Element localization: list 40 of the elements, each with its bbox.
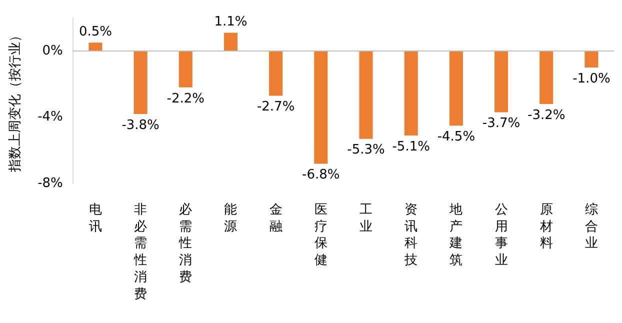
x-tick-label: 资讯科技: [404, 202, 418, 268]
x-tick-label: 必需性消费: [178, 202, 192, 286]
x-tick-label: 电讯: [88, 202, 102, 234]
bar: [359, 50, 373, 139]
y-tick-label: -8%: [38, 176, 63, 191]
data-label: -6.8%: [302, 168, 340, 183]
data-label: -2.7%: [256, 100, 295, 115]
x-tick-label: 地产建筑: [448, 202, 463, 268]
y-tick-label: -4%: [38, 110, 63, 125]
x-tick-label: 综合业: [584, 202, 598, 252]
x-tick-label: 能源: [224, 202, 238, 234]
x-tick-label: 公用事业: [494, 202, 508, 268]
data-label: -2.2%: [166, 91, 204, 106]
bar: [224, 32, 238, 51]
bar: [404, 50, 418, 136]
y-axis-title: 指数上周变化（按行业）: [8, 29, 24, 174]
bar: [88, 42, 102, 51]
data-label: -5.3%: [347, 142, 385, 158]
data-label: 1.1%: [214, 14, 248, 30]
x-tick-label: 工业: [360, 202, 372, 234]
data-label: -3.2%: [528, 108, 566, 123]
x-tick-label: 原材料: [538, 202, 553, 252]
bar: [449, 50, 463, 126]
data-label: -5.1%: [392, 139, 430, 154]
bar: [178, 50, 192, 88]
x-tick-label: 金融: [269, 202, 282, 234]
bar: [269, 50, 283, 96]
data-label: -3.8%: [122, 118, 160, 133]
bar: [540, 50, 554, 104]
x-tick-label: 非必需性消费: [133, 202, 148, 302]
bar: [584, 50, 598, 68]
data-label: 0.5%: [78, 24, 112, 40]
data-label: -3.7%: [482, 116, 520, 132]
bar: [314, 50, 328, 164]
data-label: -1.0%: [572, 71, 610, 86]
y-tick-label: 0%: [42, 43, 63, 58]
bar: [494, 50, 508, 112]
bar: [134, 50, 148, 114]
data-label: -4.5%: [437, 129, 476, 144]
x-tick-label: 医疗保健: [314, 202, 328, 268]
